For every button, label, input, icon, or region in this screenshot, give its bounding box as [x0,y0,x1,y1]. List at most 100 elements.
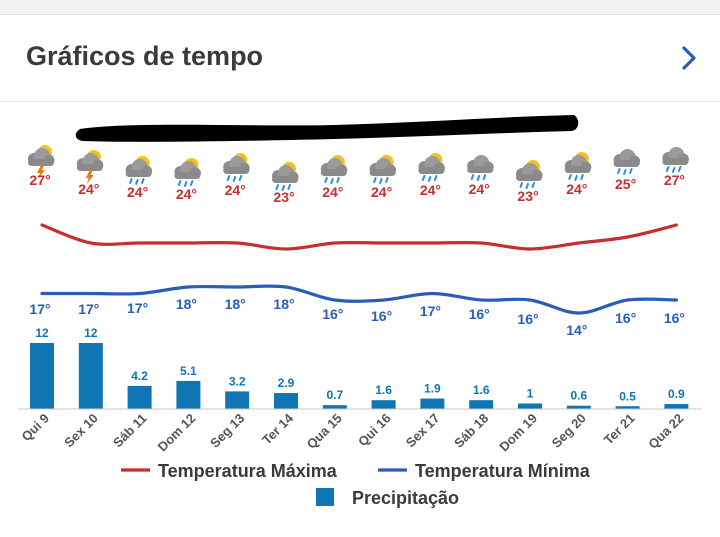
max-temp-label: 24° [566,181,587,197]
max-temp-label: 24° [469,181,490,197]
precipitation-bar [566,405,591,409]
legend-min-label: Temperatura Mínima [415,461,591,481]
legend-item-max: Temperatura Máxima [121,461,338,481]
precipitation-value-label: 0.7 [326,388,343,402]
precipitation-bar [322,405,347,409]
min-temp-label: 18° [176,296,197,312]
weather-icon-sun-cloud-rain [516,160,543,189]
redacted-region [75,115,579,142]
precipitation-value-label: 0.6 [570,389,587,403]
legend-item-precip: Precipitação [316,488,459,508]
max-temp-label: 23° [273,189,294,205]
precipitation-value-label: 12 [35,326,49,340]
precipitation-bar [78,343,103,409]
min-temp-label: 16° [664,310,685,326]
precipitation-value-label: 3.2 [229,374,246,388]
precipitation-bar [420,398,445,409]
max-temp-line [40,223,678,251]
min-temp-label: 16° [371,308,392,324]
x-tick-label: Sex 10 [61,411,101,451]
precipitation-bar [127,385,152,409]
precipitation-value-label: 1.6 [473,383,490,397]
x-tick-label: Qui 9 [19,411,53,445]
precipitation-bar [518,403,542,409]
max-temp-label: 24° [176,186,197,202]
precipitation-bar [30,343,54,409]
min-temp-label: 17° [29,301,50,317]
x-tick-label: Sáb 11 [110,411,150,451]
weather-icon-sun-cloud-rain [369,155,397,184]
precipitation-value-label: 1.9 [424,382,441,396]
weather-chart: 27° 24° 24° 24° 24° 23° 24° 24° 24° 24° 23° 24° 25° 2… [18,145,702,508]
x-tick-label: Seg 20 [549,411,589,451]
legend-item-min: Temperatura Mínima [378,461,591,481]
min-temp-label: 17° [78,301,99,317]
min-temp-line [40,284,678,315]
precipitation-value-label: 4.2 [131,369,148,383]
precipitation-bars [30,343,689,409]
x-tick-label: Ter 21 [601,411,638,448]
max-temp-label: 25° [615,176,636,192]
weather-icon-cloud-rain [467,155,494,181]
weather-icon-thunderstorm [76,150,104,184]
max-temp-label: 24° [225,182,246,198]
max-temp-labels: 27° 24° 24° 24° 24° 23° 24° 24° 24° 24° 23° 24° 25° 2… [29,172,685,205]
precipitation-bar [664,404,689,409]
precipitation-bar [274,393,298,409]
page-title: Gráficos de tempo [26,41,264,71]
min-temp-label: 14° [566,322,587,338]
min-temp-label: 16° [469,306,490,322]
precipitation-bar [176,380,201,409]
weather-icons [28,145,689,191]
precipitation-bar [615,406,640,409]
precipitation-value-label: 1.6 [375,383,392,397]
weather-icon-sun-cloud-rain [320,155,348,184]
legend: Temperatura Máxima Temperatura Mínima Pr… [121,461,591,508]
weather-icon-cloud-rain [662,147,689,173]
x-tick-label: Dom 19 [496,411,540,455]
legend-precip-label: Precipitação [352,488,459,508]
weather-icon-sun-cloud-rain [418,153,445,182]
weather-icon-cloud-rain [613,149,641,175]
card-header: Gráficos de tempo [0,15,720,102]
x-tick-label: Ter 14 [259,410,297,448]
max-temp-label: 24° [322,184,343,200]
weather-icon-thunderstorm [28,145,55,179]
max-temp-label: 24° [78,181,99,197]
precipitation-value-label: 1 [527,387,534,401]
x-tick-label: Qui 16 [355,411,394,450]
min-temp-label: 17° [127,300,148,316]
min-temp-label: 16° [517,311,538,327]
weather-icon-sun-cloud-rain [223,153,250,182]
max-temp-label: 23° [517,188,538,204]
precipitation-value-label: 0.9 [668,387,685,401]
weather-icon-sun-cloud-rain [125,156,153,185]
weather-icon-sun-cloud-rain [272,162,299,191]
max-temp-label: 27° [29,172,50,188]
max-temp-label: 27° [664,172,685,188]
legend-precip-swatch [316,488,334,506]
precipitation-value-label: 0.5 [619,389,636,403]
weather-chart-card: Gráficos de tempo 27° 24° 24° 24° 24° 23° 24° 2… [0,14,720,537]
precipitation-value-label: 12 [84,326,98,340]
precipitation-bar [469,400,494,409]
x-tick-label: Qua 15 [304,411,345,452]
top-strip [0,0,720,14]
precipitation-value-label: 2.9 [278,376,295,390]
x-axis-labels: Qui 9 Sex 10 Sáb 11 Dom 12 Seg 13 Ter 14 Qua 1… [19,410,687,454]
min-temp-labels: 17° 17° 17° 18° 18° 18° 16° 16° 17° 16° 16° 14° 16° 1… [29,296,685,338]
x-tick-label: Seg 13 [207,411,247,451]
x-tick-label: Sex 17 [403,411,443,451]
max-temp-label: 24° [420,182,441,198]
min-temp-label: 17° [420,303,441,319]
min-temp-label: 16° [322,306,343,322]
weather-icon-sun-cloud-rain [564,152,592,181]
max-temp-label: 24° [371,184,392,200]
x-tick-label: Sáb 18 [451,411,491,451]
chevron-right-icon[interactable] [676,43,702,73]
weather-icon-sun-cloud-rain [174,158,201,187]
legend-max-label: Temperatura Máxima [158,461,338,481]
x-tick-label: Qua 22 [645,411,686,452]
min-temp-label: 16° [615,310,636,326]
min-temp-label: 18° [273,296,294,312]
